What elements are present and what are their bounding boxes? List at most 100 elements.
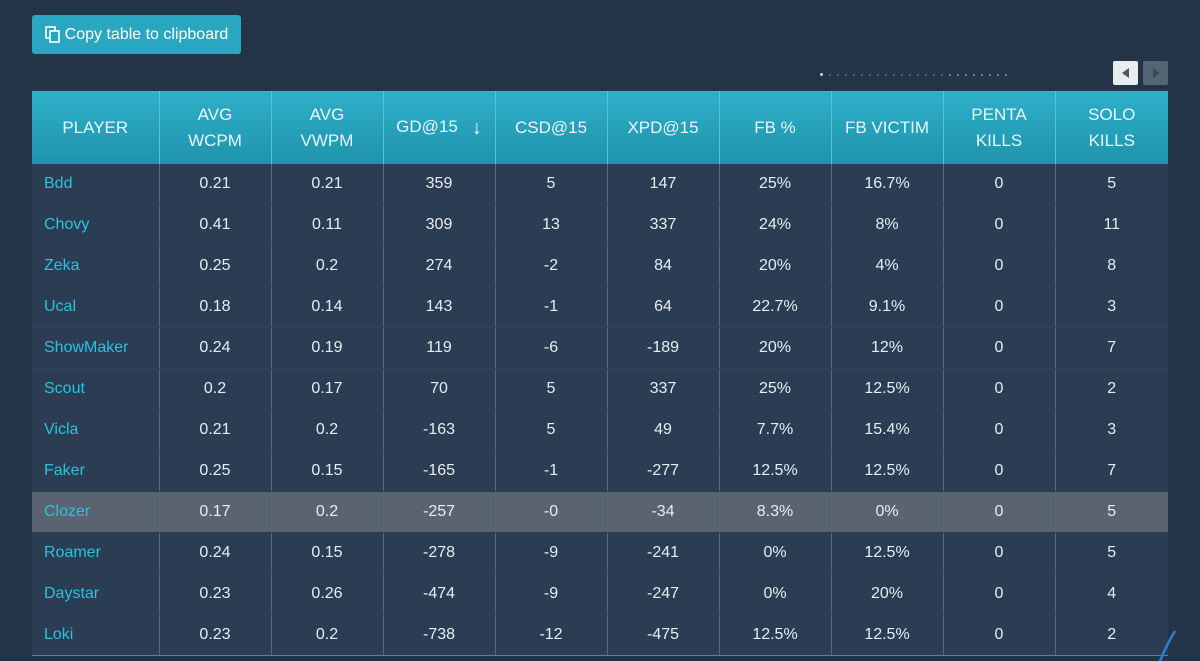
scroll-dot bbox=[965, 73, 967, 76]
column-header[interactable]: SOLO KILLS bbox=[1054, 91, 1168, 164]
player-name-link[interactable]: Roamer bbox=[32, 532, 159, 574]
player-name-link[interactable]: Faker bbox=[32, 450, 159, 492]
table-cell: 25% bbox=[718, 368, 831, 410]
table-cell: 0.24 bbox=[158, 532, 271, 574]
scroll-dot bbox=[981, 73, 983, 76]
table-row[interactable]: Chovy 0.41 0.11 309 13 337 24% 8% 0 11 bbox=[32, 204, 1168, 246]
table-cell: 0 bbox=[942, 204, 1055, 246]
table-cell: 12.5% bbox=[830, 368, 943, 410]
column-header[interactable]: FB VICTIM bbox=[830, 91, 943, 164]
column-header[interactable]: PENTA KILLS bbox=[942, 91, 1055, 164]
scroll-left-button[interactable] bbox=[1113, 61, 1138, 85]
table-row[interactable]: ShowMaker 0.24 0.19 119 -6 -189 20% 12% 0 7 bbox=[32, 327, 1168, 369]
column-header-label: AVG bbox=[309, 104, 345, 124]
table-cell: 0.26 bbox=[270, 573, 383, 615]
table-cell: 20% bbox=[718, 245, 831, 287]
table-row[interactable]: Zeka 0.25 0.2 274 -2 84 20% 4% 0 8 bbox=[32, 245, 1168, 287]
column-header-label: PLAYER bbox=[62, 117, 129, 137]
table-cell: 12.5% bbox=[830, 532, 943, 574]
table-cell: 143 bbox=[382, 286, 495, 328]
player-name-link[interactable]: Scout bbox=[32, 368, 159, 410]
player-name-link[interactable]: Daystar bbox=[32, 573, 159, 615]
table-row[interactable]: Daystar 0.23 0.26 -474 -9 -247 0% 20% 0 4 bbox=[32, 573, 1168, 615]
scroll-dot bbox=[949, 73, 951, 76]
scroll-dot bbox=[877, 73, 879, 76]
table-row[interactable]: Scout 0.2 0.17 70 5 337 25% 12.5% 0 2 bbox=[32, 368, 1168, 410]
table-cell: 12.5% bbox=[718, 450, 831, 492]
player-name-link[interactable]: Vicla bbox=[32, 409, 159, 451]
table-cell: 0.17 bbox=[158, 491, 271, 533]
scroll-dot bbox=[909, 73, 911, 76]
scroll-dot bbox=[973, 73, 975, 76]
column-header-label-line2: KILLS bbox=[975, 130, 1023, 150]
table-cell: 0.19 bbox=[270, 327, 383, 369]
table-cell: 49 bbox=[606, 409, 719, 451]
player-name-link[interactable]: Zeka bbox=[32, 245, 159, 287]
copy-table-button[interactable]: Copy table to clipboard bbox=[32, 15, 241, 54]
table-cell: 5 bbox=[1054, 532, 1168, 574]
table-row[interactable]: Bdd 0.21 0.21 359 5 147 25% 16.7% 0 5 bbox=[32, 164, 1168, 205]
table-cell: 0 bbox=[942, 491, 1055, 533]
column-header[interactable]: CSD@15 bbox=[494, 91, 607, 164]
table-row[interactable]: Roamer 0.24 0.15 -278 -9 -241 0% 12.5% 0 5 bbox=[32, 532, 1168, 574]
scroll-dot bbox=[869, 73, 871, 76]
player-name-link[interactable]: Loki bbox=[32, 614, 159, 656]
table-cell: 0.15 bbox=[270, 450, 383, 492]
table-cell: -247 bbox=[606, 573, 719, 615]
table-cell: 7.7% bbox=[718, 409, 831, 451]
column-header-label: XPD@15 bbox=[627, 117, 699, 137]
table-header-row: PLAYER AVG WCPM AVG VWPM GD@15 ↓ CSD@15 XPD@15 FB… bbox=[32, 91, 1168, 164]
table-cell: 0 bbox=[942, 327, 1055, 369]
player-name-link[interactable]: Ucal bbox=[32, 286, 159, 328]
table-row[interactable]: Clozer 0.17 0.2 -257 -0 -34 8.3% 0% 0 5 bbox=[32, 491, 1168, 533]
table-cell: 0 bbox=[942, 368, 1055, 410]
table-cell: 0.2 bbox=[270, 409, 383, 451]
table-cell: 4 bbox=[1054, 573, 1168, 615]
scroll-dot bbox=[893, 73, 895, 76]
column-header-label: FB % bbox=[754, 117, 796, 137]
table-cell: 5 bbox=[494, 409, 607, 451]
scroll-dot bbox=[820, 73, 823, 76]
table-cell: -738 bbox=[382, 614, 495, 656]
table-row[interactable]: Ucal 0.18 0.14 143 -1 64 22.7% 9.1% 0 3 bbox=[32, 286, 1168, 328]
table-cell: -1 bbox=[494, 450, 607, 492]
table-cell: 11 bbox=[1054, 204, 1168, 246]
table-cell: -241 bbox=[606, 532, 719, 574]
table-cell: 24% bbox=[718, 204, 831, 246]
player-name-link[interactable]: Chovy bbox=[32, 204, 159, 246]
table-row[interactable]: Vicla 0.21 0.2 -163 5 49 7.7% 15.4% 0 3 bbox=[32, 409, 1168, 451]
table-cell: 25% bbox=[718, 164, 831, 205]
player-name-link[interactable]: Bdd bbox=[32, 164, 159, 205]
table-cell: 8% bbox=[830, 204, 943, 246]
column-header[interactable]: XPD@15 bbox=[606, 91, 719, 164]
table-cell: 15.4% bbox=[830, 409, 943, 451]
column-header-label: GD@15 bbox=[396, 117, 458, 137]
table-cell: 0.25 bbox=[158, 245, 271, 287]
scroll-right-button[interactable] bbox=[1143, 61, 1168, 85]
table-row[interactable]: Loki 0.23 0.2 -738 -12 -475 12.5% 12.5% 0 2 bbox=[32, 614, 1168, 656]
table-cell: 2 bbox=[1054, 614, 1168, 656]
column-header[interactable]: PLAYER bbox=[32, 91, 159, 164]
triangle-left-icon bbox=[1121, 68, 1129, 78]
scroll-dot bbox=[1005, 73, 1007, 76]
stats-table-container: PLAYER AVG WCPM AVG VWPM GD@15 ↓ CSD@15 XPD@15 FB… bbox=[32, 91, 1168, 656]
table-cell: -9 bbox=[494, 573, 607, 615]
table-cell: 12.5% bbox=[830, 614, 943, 656]
column-header[interactable]: AVG WCPM bbox=[158, 91, 271, 164]
table-row[interactable]: Faker 0.25 0.15 -165 -1 -277 12.5% 12.5% 0 7 bbox=[32, 450, 1168, 492]
table-cell: 0.41 bbox=[158, 204, 271, 246]
table-cell: 0 bbox=[942, 409, 1055, 451]
player-name-link[interactable]: ShowMaker bbox=[32, 327, 159, 369]
player-name-link[interactable]: Clozer bbox=[32, 491, 159, 533]
column-header[interactable]: FB % bbox=[718, 91, 831, 164]
table-cell: 0.2 bbox=[270, 491, 383, 533]
scroll-dot bbox=[901, 73, 903, 76]
table-cell: 8 bbox=[1054, 245, 1168, 287]
column-header[interactable]: AVG VWPM bbox=[270, 91, 383, 164]
table-cell: 0 bbox=[942, 614, 1055, 656]
column-header[interactable]: GD@15 ↓ bbox=[382, 91, 495, 164]
table-cell: -278 bbox=[382, 532, 495, 574]
scroll-dot bbox=[853, 73, 855, 76]
scroll-dot bbox=[845, 73, 847, 76]
